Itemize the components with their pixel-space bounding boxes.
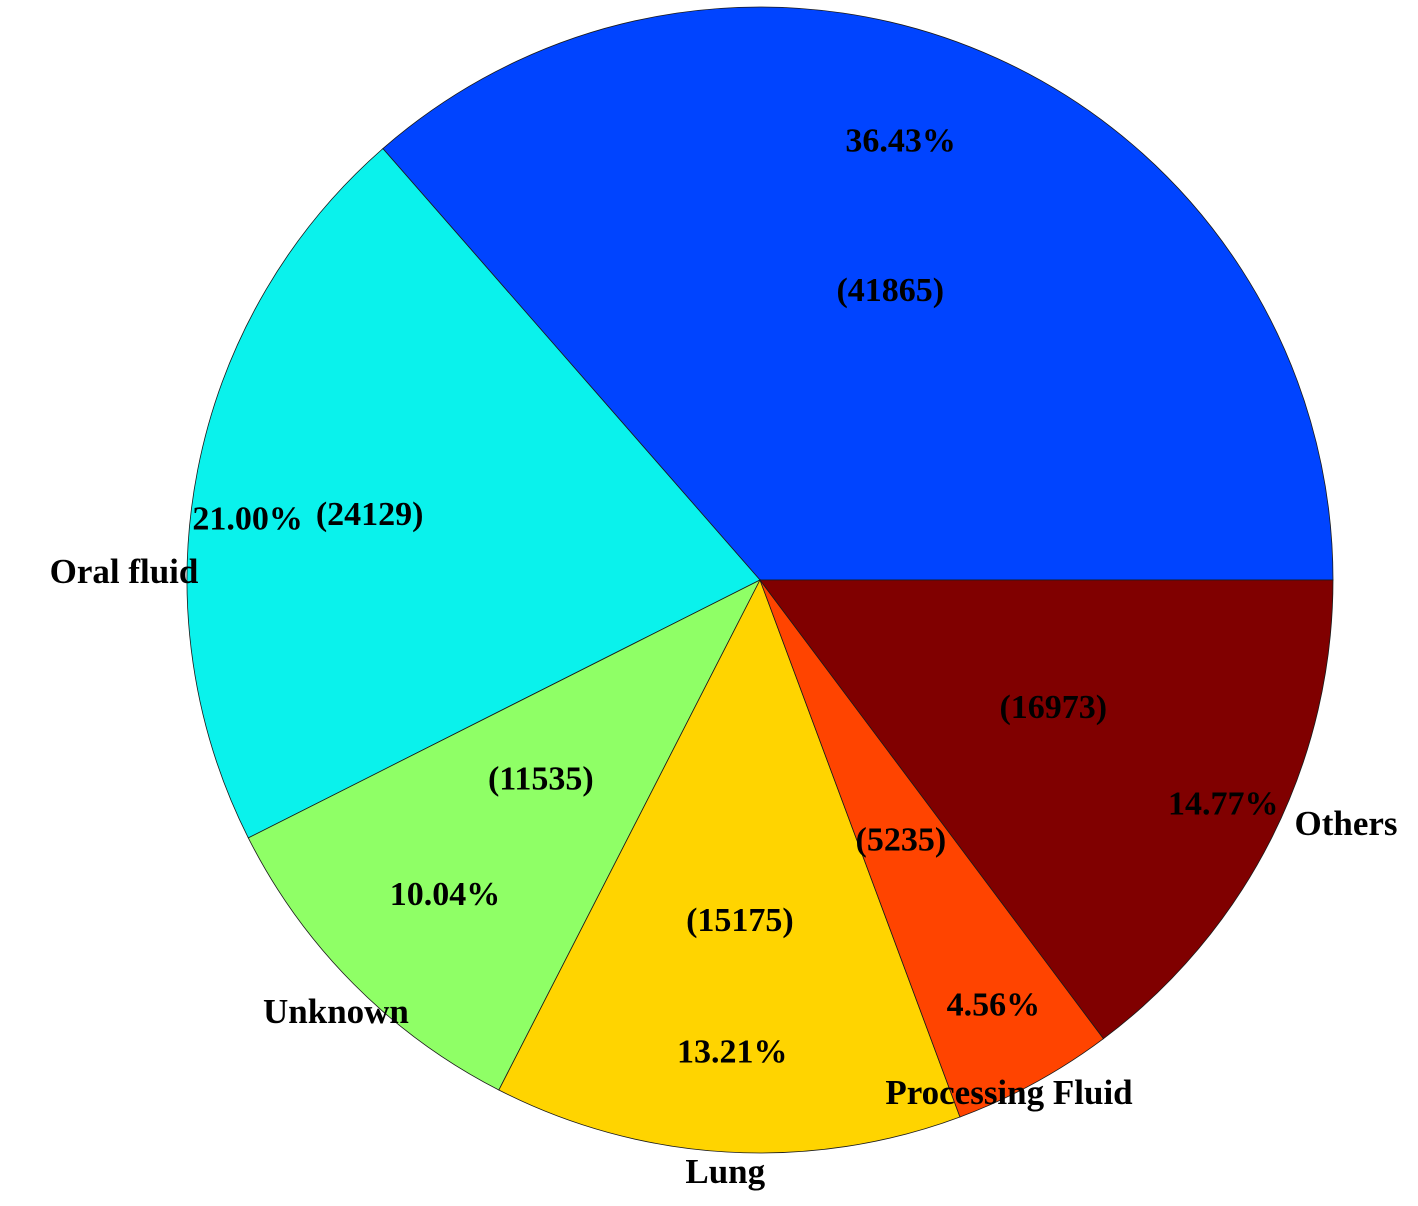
pie-slice-unknown [247, 579, 761, 1091]
percent-label-unknown: 10.04% [390, 876, 501, 913]
pie-slice-others [759, 579, 1334, 1040]
pie-slices [186, 6, 1334, 1154]
slice-label-others: Others [1295, 804, 1398, 843]
pie-slice-oral-fluid [186, 148, 761, 839]
percent-label-lung: 13.21% [677, 1034, 788, 1071]
percent-label-others: 14.77% [1168, 785, 1279, 822]
pie-slice-processing-fluid [759, 579, 1105, 1118]
percent-label-processing-fluid: 4.56% [947, 986, 1041, 1023]
count-label-oral-fluid: (24129) [316, 496, 424, 533]
count-label-processing-fluid: (5235) [856, 821, 947, 858]
percent-label-oral-fluid: 21.00% [192, 500, 303, 537]
count-label-others: (16973) [999, 689, 1107, 726]
count-label-unknown: (11535) [488, 761, 594, 798]
percent-label-serum: 36.43% [845, 122, 956, 159]
count-label-lung: (15175) [686, 902, 794, 939]
pie-slice-lung [498, 579, 961, 1154]
count-label-serum: (41865) [836, 272, 944, 309]
slice-label-lung: Lung [685, 1152, 765, 1191]
slice-label-processing-fluid: Processing Fluid [885, 1073, 1133, 1112]
slice-label-oral-fluid: Oral fluid [50, 552, 199, 591]
pie-labels: Serum36.43%(41865)Oral fluid21.00%(24129… [50, 122, 1398, 1191]
pie-slice-serum [382, 6, 1334, 581]
slice-label-unknown: Unknown [263, 992, 409, 1031]
